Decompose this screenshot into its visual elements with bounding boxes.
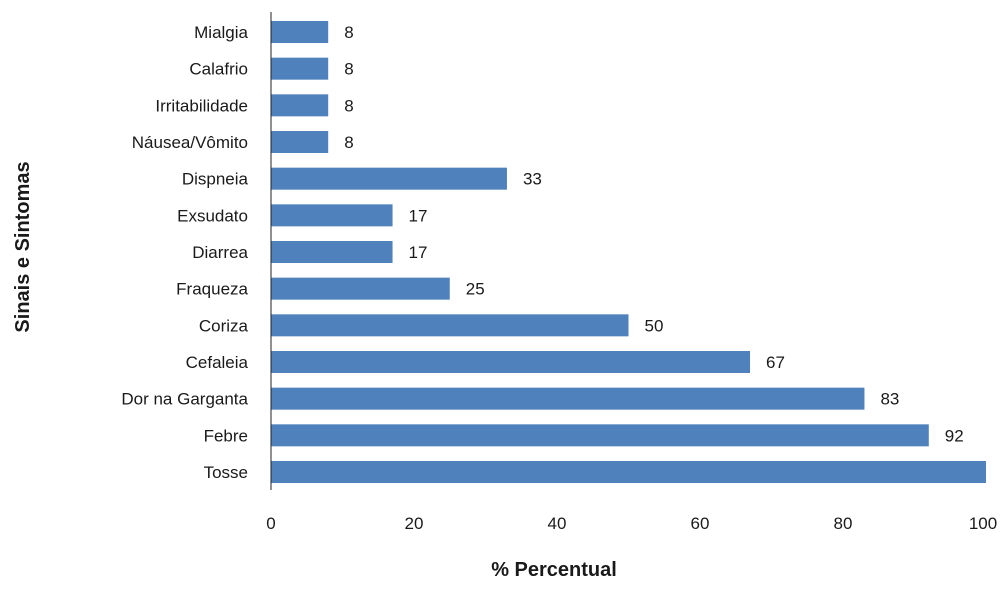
bars-group — [271, 21, 986, 483]
bar-tosse — [271, 461, 986, 483]
y-axis-title: Sinais e Sintomas — [12, 161, 34, 332]
data-label-diarrea: 17 — [409, 243, 428, 262]
bar-fraqueza — [271, 277, 450, 300]
category-label-mialgia: Mialgia — [194, 23, 248, 42]
x-tick-label-40: 40 — [548, 514, 567, 533]
category-label-exsudato: Exsudato — [177, 206, 248, 225]
data-labels: 8 8 8 8 33 17 17 25 50 67 83 92 — [344, 23, 964, 445]
bar-nausea-vomito — [271, 131, 329, 153]
x-axis-title: % Percentual — [491, 559, 617, 581]
data-label-fraqueza: 25 — [466, 280, 485, 299]
data-label-irritabilidade: 8 — [344, 96, 353, 115]
x-tick-label-60: 60 — [691, 514, 710, 533]
bar-dor-na-garganta — [271, 387, 865, 410]
category-label-fraqueza: Fraqueza — [176, 280, 248, 299]
bar-cefaleia — [271, 351, 751, 373]
bar-irritabilidade — [271, 94, 329, 117]
category-label-tosse: Tosse — [204, 463, 248, 482]
x-tick-label-20: 20 — [405, 514, 424, 533]
bar-diarrea — [271, 241, 393, 263]
data-label-exsudato: 17 — [409, 206, 428, 225]
bar-mialgia — [271, 21, 329, 43]
bar-exsudato — [271, 204, 393, 227]
data-label-calafrio: 8 — [344, 60, 353, 79]
x-axis-ticks: 0 20 40 60 80 100 — [266, 514, 997, 533]
bar-calafrio — [271, 57, 329, 80]
bar-coriza — [271, 314, 629, 337]
category-label-cefaleia: Cefaleia — [186, 353, 249, 372]
x-tick-label-80: 80 — [834, 514, 853, 533]
x-tick-label-0: 0 — [266, 514, 275, 533]
data-label-nausea-vomito: 8 — [344, 133, 353, 152]
category-label-diarrea: Diarrea — [192, 243, 248, 262]
data-label-mialgia: 8 — [344, 23, 353, 42]
category-labels: Mialgia Calafrio Irritabilidade Náusea/Vômi… — [121, 23, 248, 482]
data-label-febre: 92 — [945, 426, 964, 445]
category-label-dispneia: Dispneia — [182, 170, 249, 189]
x-tick-label-100: 100 — [969, 514, 997, 533]
data-label-dispneia: 33 — [523, 170, 542, 189]
bar-febre — [271, 424, 929, 447]
category-label-coriza: Coriza — [199, 316, 249, 335]
data-label-coriza: 50 — [645, 316, 664, 335]
category-label-febre: Febre — [204, 426, 248, 445]
category-label-calafrio: Calafrio — [189, 60, 248, 79]
category-label-dor-na-garganta: Dor na Garganta — [121, 390, 248, 409]
data-label-cefaleia: 67 — [766, 353, 785, 372]
category-label-irritabilidade: Irritabilidade — [155, 96, 248, 115]
category-label-nausea-vomito: Náusea/Vômito — [132, 133, 248, 152]
bar-dispneia — [271, 167, 507, 190]
data-label-dor-na-garganta: 83 — [880, 390, 899, 409]
